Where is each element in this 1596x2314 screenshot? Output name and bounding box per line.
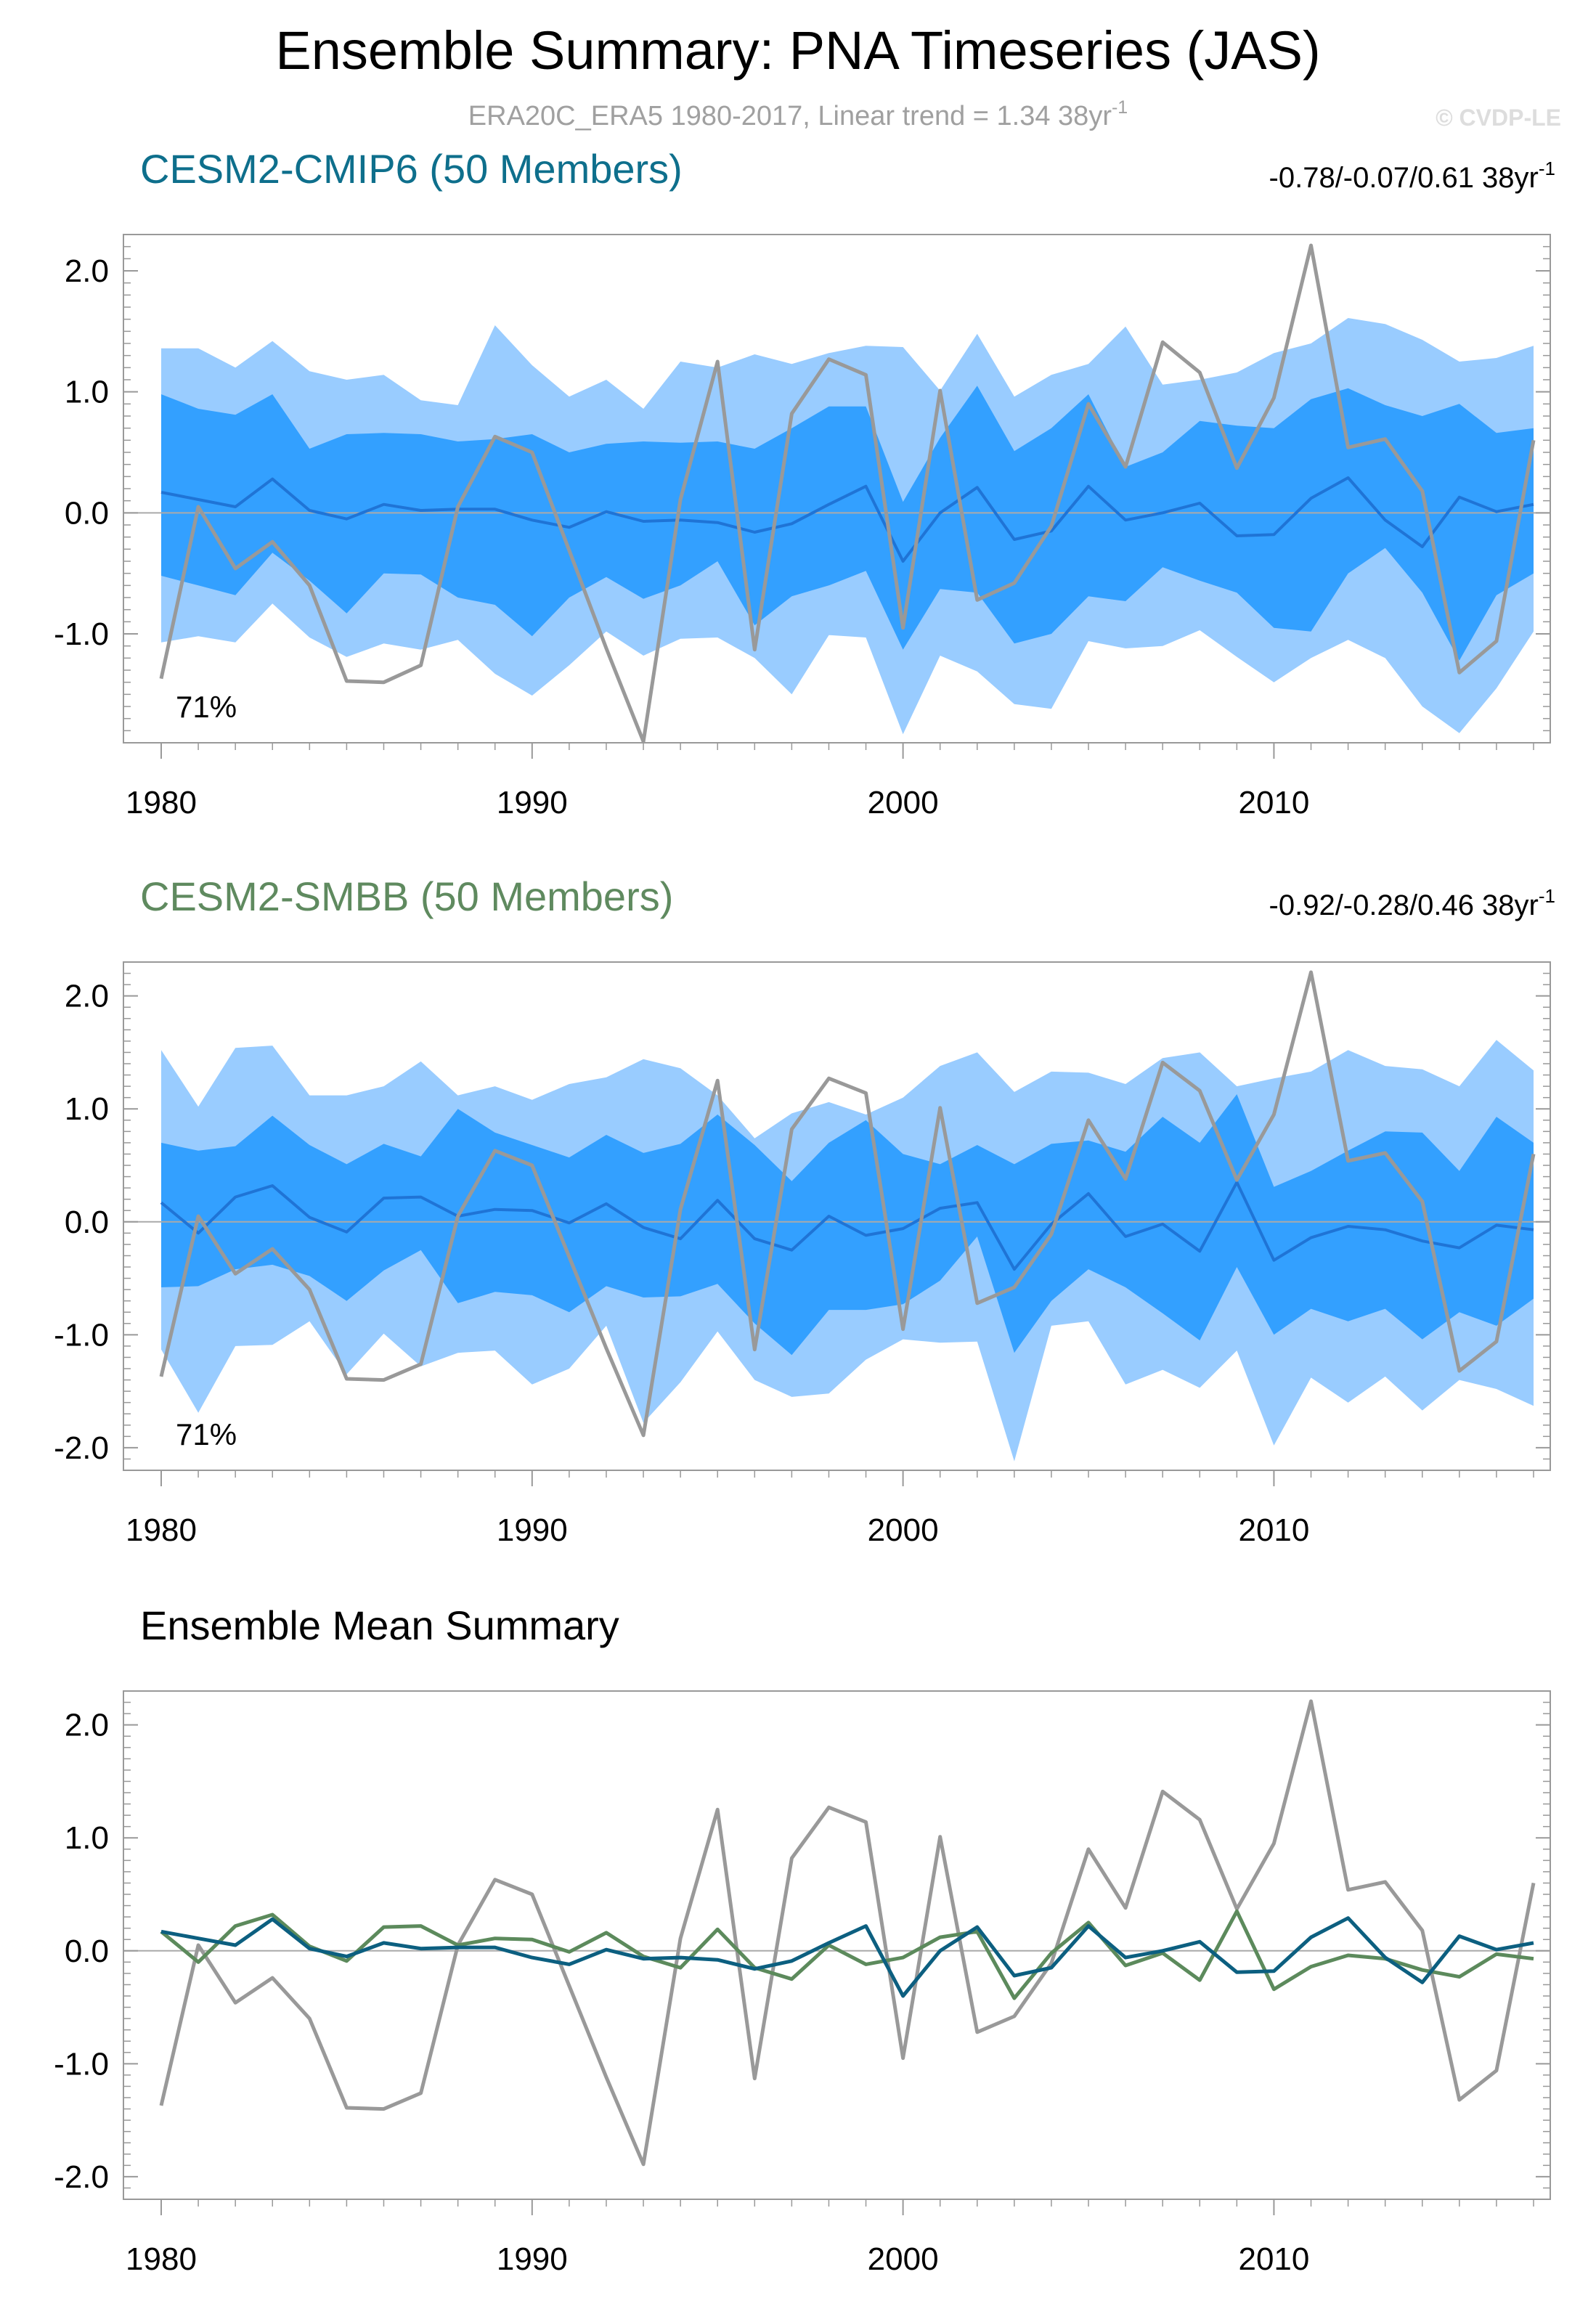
plot-area: 71% -2.0 -1.0 0.0 1.0 2.0 1980 1990 2000 2010 <box>54 961 1551 1548</box>
x-tick-label: 2010 <box>1238 2241 1309 2277</box>
observed-line <box>159 1699 1536 2167</box>
trend-sup: -1 <box>1539 158 1555 179</box>
credit-label: © CVDP-LE <box>1436 105 1561 131</box>
trend-text: -0.92/-0.28/0.46 38yr <box>1269 889 1539 921</box>
y-tick-label: -1.0 <box>54 1317 109 1353</box>
x-tick-label: 2000 <box>868 1512 939 1548</box>
smbb-mean-line <box>160 1909 1534 2000</box>
y-tick-label: -1.0 <box>54 2046 109 2082</box>
y-tick-label: 2.0 <box>65 1708 109 1743</box>
percent-annotation: 71% <box>176 690 237 724</box>
y-tick-label: 2.0 <box>65 253 109 289</box>
obs-info-sup: -1 <box>1112 97 1128 118</box>
x-tick-label: 1980 <box>126 2241 197 2277</box>
observed-line <box>159 243 1536 744</box>
x-tick-label: 1980 <box>126 785 197 820</box>
y-tick-label: 1.0 <box>65 1820 109 1856</box>
band-16-84-percentile <box>161 386 1534 661</box>
x-tick-label: 1990 <box>497 1512 568 1548</box>
y-tick-label: 2.0 <box>65 979 109 1014</box>
cmip6-mean-line <box>160 1916 1534 1998</box>
trend-text: -0.78/-0.07/0.61 38yr <box>1269 162 1539 194</box>
x-tick-label: 2010 <box>1238 1512 1309 1548</box>
ensemble-mean-line <box>160 476 1534 563</box>
y-tick-label: 1.0 <box>65 375 109 410</box>
ensemble-mean-line <box>160 1181 1534 1271</box>
obs-info-text: ERA20C_ERA5 1980-2017, Linear trend = 1.… <box>468 101 1112 131</box>
panel-ensemble-mean: Ensemble Mean Summary -2.0 -1.0 0.0 1.0 2.0 1… <box>54 1602 1551 2277</box>
obs-info: ERA20C_ERA5 1980-2017, Linear trend = 1.… <box>468 97 1128 131</box>
plot-frame <box>123 961 1551 1471</box>
observed-line <box>159 970 1536 1438</box>
y-tick-label: 0.0 <box>65 1205 109 1240</box>
trend-label: -0.78/-0.07/0.61 38yr-1 <box>1269 158 1555 194</box>
panel-title: Ensemble Mean Summary <box>140 1602 619 1648</box>
y-tick-label: 0.0 <box>65 1934 109 1969</box>
y-tick-label: -1.0 <box>54 616 109 652</box>
figure-title: Ensemble Summary: PNA Timeseries (JAS) <box>275 20 1320 81</box>
x-tick-label: 2000 <box>868 2241 939 2277</box>
trend-label: -0.92/-0.28/0.46 38yr-1 <box>1269 885 1555 921</box>
y-tick-label: -2.0 <box>54 2159 109 2195</box>
y-tick-label: -2.0 <box>54 1430 109 1466</box>
plot-area: -2.0 -1.0 0.0 1.0 2.0 1980 1990 2000 2010 <box>54 1690 1551 2277</box>
percent-annotation: 71% <box>176 1417 237 1451</box>
panel-cmip6: CESM2-CMIP6 (50 Members) -0.78/-0.07/0.6… <box>54 146 1555 820</box>
trend-sup: -1 <box>1539 885 1555 907</box>
y-tick-label: 0.0 <box>65 495 109 531</box>
panel-title: CESM2-CMIP6 (50 Members) <box>140 146 683 192</box>
y-tick-label: 1.0 <box>65 1091 109 1127</box>
plot-frame <box>123 1690 1551 2200</box>
x-tick-label: 1990 <box>497 785 568 820</box>
x-tick-label: 2000 <box>868 785 939 820</box>
x-tick-label: 2010 <box>1238 785 1309 820</box>
plot-area: 71% -1.0 0.0 1.0 2.0 1980 1990 2000 2010 <box>54 234 1551 820</box>
x-tick-label: 1990 <box>497 2241 568 2277</box>
x-tick-label: 1980 <box>126 1512 197 1548</box>
panel-smbb: CESM2-SMBB (50 Members) -0.92/-0.28/0.46… <box>54 873 1555 1548</box>
panel-title: CESM2-SMBB (50 Members) <box>140 873 673 919</box>
